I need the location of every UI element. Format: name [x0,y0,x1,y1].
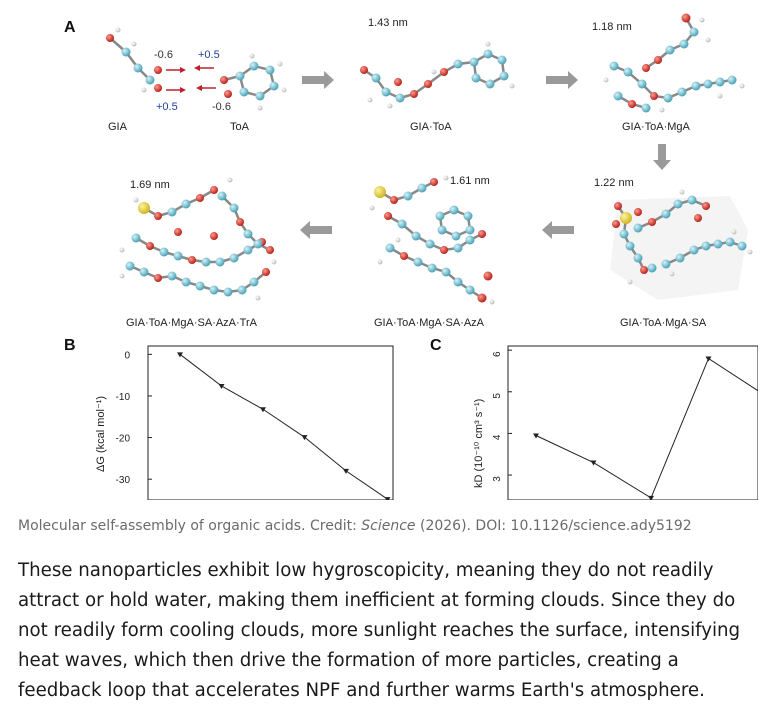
chart-c-y-tick-label-2: 4 [492,434,503,440]
charge-arrows [166,65,216,93]
label-gia-toa-mga: GIA·ToA·MgA [622,121,691,133]
molecule-gia-toa [360,41,515,109]
charge-1: -0.6 [154,49,173,61]
chart-b-point-0 [177,352,183,358]
charge-3: +0.5 [156,101,178,113]
label-gia-toa: GIA·ToA [410,121,452,133]
figure-caption: Molecular self-assembly of organic acids… [18,516,758,536]
distance-3: 1.22 nm [594,177,634,189]
chart-b-series-line [179,353,388,500]
label-gia-toa-mga-sa: GIA·ToA·MgA·SA [620,317,707,329]
chart-b-ylabel: ΔG (kcal mol⁻¹) [95,396,107,472]
figure: A GIA -0.6 +0.5 +0.5 -0.6 [18,0,758,500]
chart-c-y-tick-label-1: 5 [492,393,503,399]
chart-c-point-2 [648,495,654,500]
chart-c-series-line [535,357,758,499]
arrow-left-2 [300,221,332,239]
chart-c-point-0 [533,433,539,439]
label-five-acid-cluster: GIA·ToA·MgA·SA·AzA [374,317,485,329]
chart-c-y-tick-label-0: 6 [492,351,503,357]
panel-a-letter: A [64,19,76,36]
chart-c-point-3 [705,356,712,362]
arrow-left-1 [542,221,574,239]
caption-prefix: Molecular self-assembly of organic acids… [18,518,362,534]
charge-2: +0.5 [198,49,220,61]
panel-c-letter: C [430,337,442,354]
molecule-six-acid-cluster [119,177,277,301]
article-paragraph: These nanoparticles exhibit low hygrosco… [18,560,741,701]
label-toa: ToA [230,121,250,133]
chart-b-point-4 [343,468,349,474]
distance-5: 1.69 nm [130,179,170,191]
chart-b-point-1 [218,383,225,389]
chart-b-y-tick-label-1: -10 [116,392,131,403]
molecule-toa [220,53,287,111]
chart-c-point-1 [590,460,597,466]
chart-b: ΔG (kcal mol⁻¹) 0 -10 -20 -30 [95,345,394,500]
arrow-right-1 [302,71,334,89]
chart-b-point-3 [301,435,308,441]
molecule-gia-toa-mga [603,13,745,113]
molecule-five-acid-cluster [369,175,495,305]
arrow-right-2 [546,71,578,89]
label-six-acid-cluster: GIA·ToA·MgA·SA·AzA·TrA [126,317,258,329]
chart-b-frame [147,345,394,500]
distance-2: 1.18 nm [592,21,632,33]
chart-b-y-tick-label-2: -20 [116,434,131,445]
distance-1: 1.43 nm [368,17,408,29]
arrow-down [653,144,671,170]
charge-4: -0.6 [212,101,231,113]
chart-c-ylabel: kD (10⁻¹⁰ cm³ s⁻¹) [473,399,485,488]
chart-b-y-tick-label-0: 0 [124,350,130,361]
caption-suffix: (2026). DOI: 10.1126/science.ady5192 [415,518,692,534]
chart-b-y-tick-label-3: -30 [116,475,131,486]
panel-b-letter: B [64,337,76,354]
molecule-gia [106,27,162,93]
label-gia: GIA [108,121,128,133]
figure-svg: A GIA -0.6 +0.5 +0.5 -0.6 [64,13,758,500]
distance-4: 1.61 nm [450,175,490,187]
molecule-gia-toa-mga-sa [610,189,753,300]
chart-c: kD (10⁻¹⁰ cm³ s⁻¹) 6 5 4 3 [473,345,758,500]
chart-c-frame [507,345,758,500]
chart-c-y-tick-label-3: 3 [492,476,503,482]
chart-b-point-5 [384,497,391,500]
caption-journal: Science [361,518,416,534]
chart-b-point-2 [260,407,266,413]
